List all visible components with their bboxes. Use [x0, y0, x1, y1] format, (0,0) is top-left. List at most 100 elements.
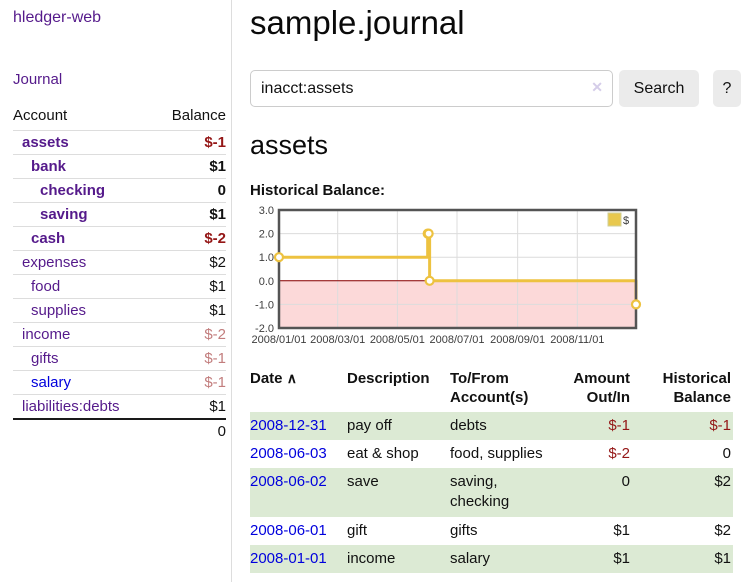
transaction-row: 2008-06-01 gift gifts $1 $2 — [250, 517, 733, 545]
transaction-amount: $-1 — [608, 416, 630, 434]
transaction-date-link[interactable]: 2008-01-01 — [250, 549, 327, 567]
account-link[interactable]: saving — [40, 206, 88, 223]
svg-text:$: $ — [623, 215, 629, 227]
search-form: ✕ Search ? — [250, 70, 742, 107]
clear-search-icon[interactable]: ✕ — [591, 79, 603, 95]
account-heading: assets — [250, 130, 329, 160]
account-row: assets $-1 — [13, 130, 226, 154]
register-table: Date ∧ Description To/From Account(s) Am… — [250, 368, 733, 573]
transaction-amount: $-2 — [608, 444, 630, 462]
accounts-total-value: 0 — [217, 423, 226, 440]
transaction-amount: 0 — [621, 473, 630, 490]
search-button[interactable]: Search — [619, 70, 699, 107]
account-row: supplies $1 — [13, 298, 226, 322]
chart-title: Historical Balance: — [250, 182, 386, 199]
account-link[interactable]: cash — [31, 230, 66, 247]
transaction-description: income — [347, 549, 396, 567]
svg-text:2008/05/01: 2008/05/01 — [370, 334, 425, 346]
account-link[interactable]: bank — [31, 158, 67, 175]
svg-text:2008/03/01: 2008/03/01 — [310, 334, 365, 346]
account-balance: $1 — [209, 278, 226, 295]
account-row: bank $1 — [13, 154, 226, 178]
transaction-accounts: saving, checking — [450, 473, 510, 511]
transaction-accounts: salary — [450, 549, 491, 567]
transaction-description: pay off — [347, 416, 392, 434]
transaction-date-cell: 2008-06-03 — [250, 440, 347, 468]
column-header-balance: Historical Balance — [662, 370, 731, 406]
transaction-date-link[interactable]: 2008-06-02 — [250, 473, 327, 490]
accounts-header-account: Account — [13, 107, 68, 124]
svg-text:0.0: 0.0 — [259, 276, 274, 288]
account-balance: $-2 — [204, 230, 226, 247]
account-link[interactable]: liabilities:debts — [22, 398, 120, 415]
transaction-date-cell: 2008-06-01 — [250, 517, 347, 545]
sidebar-item-journal[interactable]: Journal — [13, 71, 63, 88]
account-link[interactable]: assets — [22, 134, 69, 151]
account-link[interactable]: supplies — [31, 302, 87, 319]
transaction-amount: $1 — [613, 521, 630, 539]
account-row: saving $1 — [13, 202, 226, 226]
svg-text:2008/09/01: 2008/09/01 — [490, 334, 545, 346]
date-header-label: Date — [250, 370, 283, 387]
account-link[interactable]: salary — [31, 374, 72, 391]
svg-text:-1.0: -1.0 — [255, 299, 274, 311]
transaction-accounts: gifts — [450, 521, 478, 539]
transaction-date-link[interactable]: 2008-06-01 — [250, 521, 327, 539]
transaction-row: 2008-06-02 save saving, checking 0 $2 — [250, 468, 733, 517]
account-link[interactable]: food — [31, 278, 61, 295]
transaction-balance: $2 — [714, 521, 731, 539]
sort-ascending-icon: ∧ — [286, 370, 297, 386]
account-balance: $-1 — [204, 374, 226, 391]
transaction-accounts: food, supplies — [450, 444, 543, 462]
account-balance: $1 — [209, 206, 226, 223]
transaction-description: eat & shop — [347, 444, 419, 462]
account-row: gifts $-1 — [13, 346, 226, 370]
help-button[interactable]: ? — [713, 70, 741, 107]
account-row: expenses $2 — [13, 250, 226, 274]
transaction-balance: 0 — [722, 444, 731, 462]
account-link[interactable]: gifts — [31, 350, 59, 367]
transaction-row: 2008-06-03 eat & shop food, supplies $-2 0 — [250, 440, 733, 468]
transaction-date-cell: 2008-01-01 — [250, 545, 347, 573]
account-link[interactable]: expenses — [22, 254, 87, 271]
account-balance: $1 — [209, 158, 226, 175]
transaction-row: 2008-01-01 income salary $1 $1 — [250, 544, 733, 573]
account-row: food $1 — [13, 274, 226, 298]
account-link[interactable]: income — [22, 326, 71, 343]
transaction-balance: $1 — [714, 549, 731, 567]
account-row: salary $-1 — [13, 370, 226, 394]
account-balance: $-2 — [204, 326, 226, 343]
account-row: income $-2 — [13, 322, 226, 346]
transaction-date-link[interactable]: 2008-12-31 — [250, 416, 327, 434]
transaction-description: gift — [347, 521, 368, 539]
transaction-row: 2008-12-31 pay off debts $-1 $-1 — [250, 411, 733, 440]
account-balance: 0 — [217, 182, 226, 199]
svg-text:3.0: 3.0 — [259, 206, 274, 217]
svg-text:2.0: 2.0 — [259, 229, 274, 241]
transaction-date-link[interactable]: 2008-06-03 — [250, 444, 327, 462]
svg-text:2008/01/01: 2008/01/01 — [251, 334, 306, 346]
account-balance: $-1 — [204, 134, 226, 151]
column-header-description: Description — [347, 370, 430, 387]
svg-text:2008/07/01: 2008/07/01 — [429, 334, 484, 346]
transaction-description: save — [347, 473, 379, 490]
account-link[interactable]: checking — [40, 182, 106, 199]
transaction-date-cell: 2008-06-02 — [250, 468, 347, 517]
svg-text:2008/11/01: 2008/11/01 — [550, 334, 604, 346]
transaction-amount: $1 — [613, 549, 630, 567]
app-brand-link[interactable]: hledger-web — [13, 9, 102, 26]
account-balance: $1 — [209, 398, 226, 415]
column-header-date[interactable]: Date ∧ — [250, 368, 347, 412]
svg-text:-2.0: -2.0 — [255, 323, 274, 335]
register-rows: 2008-12-31 pay off debts $-1 $-1 2008-06-03 ea… — [250, 411, 733, 573]
transaction-date-cell: 2008-12-31 — [250, 412, 347, 440]
account-balance: $-1 — [204, 350, 226, 367]
search-input[interactable] — [250, 70, 613, 107]
column-header-accounts: To/From Account(s) — [450, 370, 529, 406]
accounts-rows: assets $-1 bank $1 checking 0 saving $1 cash $-2 e… — [13, 130, 226, 418]
register-header-row: Date ∧ Description To/From Account(s) Am… — [250, 368, 733, 412]
account-balance: $2 — [209, 254, 226, 271]
page-title: sample.journal — [250, 4, 465, 41]
accounts-table: Account Balance assets $-1 bank $1 checking 0… — [13, 104, 226, 443]
